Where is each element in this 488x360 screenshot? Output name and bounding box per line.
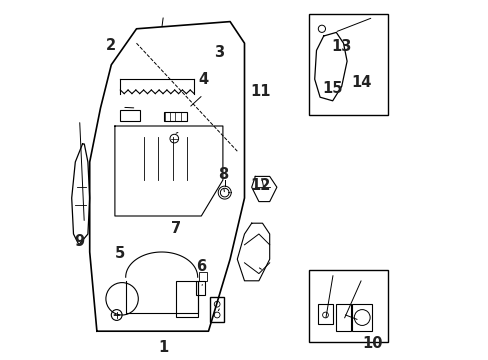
Text: 13: 13	[331, 39, 351, 54]
Bar	[309, 270, 387, 342]
Bar	[336, 304, 350, 331]
Text: 5: 5	[115, 246, 125, 261]
Bar	[199, 272, 206, 281]
Text: 4: 4	[198, 72, 208, 87]
Text: 12: 12	[250, 178, 270, 193]
Text: 15: 15	[322, 81, 342, 96]
Bar	[210, 297, 224, 322]
Bar	[318, 304, 332, 324]
Text: 9: 9	[74, 234, 84, 249]
Bar	[196, 281, 204, 295]
Bar	[176, 281, 197, 317]
Bar	[163, 112, 186, 121]
Text: 6: 6	[196, 259, 206, 274]
Bar	[120, 110, 140, 121]
Text: 3: 3	[214, 45, 224, 60]
Text: 11: 11	[250, 84, 270, 99]
Text: 10: 10	[361, 336, 382, 351]
Bar	[352, 304, 371, 331]
Text: 8: 8	[217, 167, 227, 182]
Text: 1: 1	[158, 340, 168, 355]
Text: 14: 14	[350, 75, 371, 90]
Text: 2: 2	[106, 37, 116, 53]
Text: 7: 7	[171, 221, 181, 236]
Bar	[309, 14, 387, 115]
